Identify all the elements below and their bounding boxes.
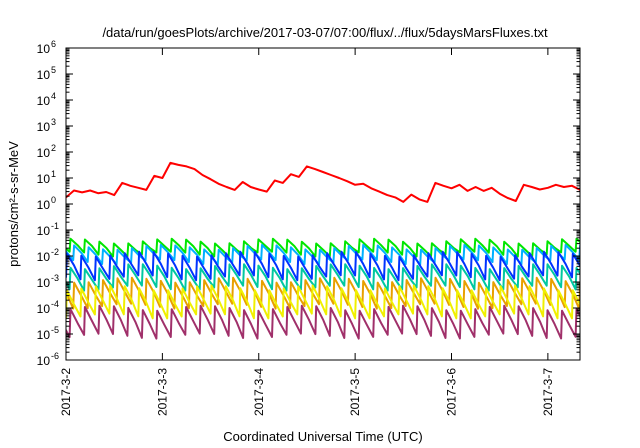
- y-tick-exponent: -5: [51, 325, 59, 335]
- series-line-8: [66, 304, 580, 340]
- x-tick-label: 2017-3-5: [348, 368, 362, 416]
- y-tick-exponent: -3: [51, 273, 59, 283]
- series-line-4: [66, 250, 580, 282]
- x-tick-label: 2017-3-2: [59, 368, 73, 416]
- y-tick-label: 10: [37, 94, 51, 108]
- y-tick-exponent: 3: [51, 117, 56, 127]
- series-line-1: [66, 161, 580, 203]
- y-tick-label: 10: [37, 120, 51, 134]
- series-line-7: [66, 284, 580, 320]
- y-tick-exponent: 1: [51, 169, 56, 179]
- chart-title: /data/run/goesPlots/archive/2017-03-07/0…: [102, 25, 548, 40]
- axes-layer: 10 -610 -510 -410 -310 -210 -110 010 110 210 310 41…: [37, 39, 581, 416]
- y-tick-label: 10: [37, 146, 51, 160]
- y-axis-label: protons/cm²-s-sr-MeV: [6, 141, 21, 267]
- y-tick-label: 10: [37, 328, 51, 342]
- y-tick-exponent: -2: [51, 247, 59, 257]
- y-tick-exponent: 0: [51, 195, 56, 205]
- y-tick-label: 10: [37, 198, 51, 212]
- y-tick-exponent: -6: [51, 351, 59, 361]
- y-tick-exponent: 2: [51, 143, 56, 153]
- y-tick-exponent: 4: [51, 91, 56, 101]
- x-tick-label: 2017-3-6: [445, 368, 459, 416]
- series-line-5: [66, 263, 580, 292]
- y-tick-label: 10: [37, 42, 51, 56]
- y-tick-label: 10: [37, 224, 51, 238]
- y-tick-exponent: 5: [51, 65, 56, 75]
- y-tick-label: 10: [37, 302, 51, 316]
- y-tick-label: 10: [37, 250, 51, 264]
- x-tick-label: 2017-3-4: [252, 368, 266, 416]
- y-tick-label: 10: [37, 172, 51, 186]
- y-tick-exponent: -4: [51, 299, 59, 309]
- y-tick-exponent: 6: [51, 39, 56, 49]
- series-line-6: [66, 276, 580, 310]
- x-tick-label: 2017-3-7: [541, 368, 555, 416]
- x-tick-label: 2017-3-3: [155, 368, 169, 416]
- y-tick-exponent: -1: [51, 221, 59, 231]
- y-tick-label: 10: [37, 276, 51, 290]
- y-tick-label: 10: [37, 354, 51, 368]
- y-tick-label: 10: [37, 68, 51, 82]
- x-axis-label: Coordinated Universal Time (UTC): [223, 429, 422, 444]
- series-layer: [66, 161, 580, 340]
